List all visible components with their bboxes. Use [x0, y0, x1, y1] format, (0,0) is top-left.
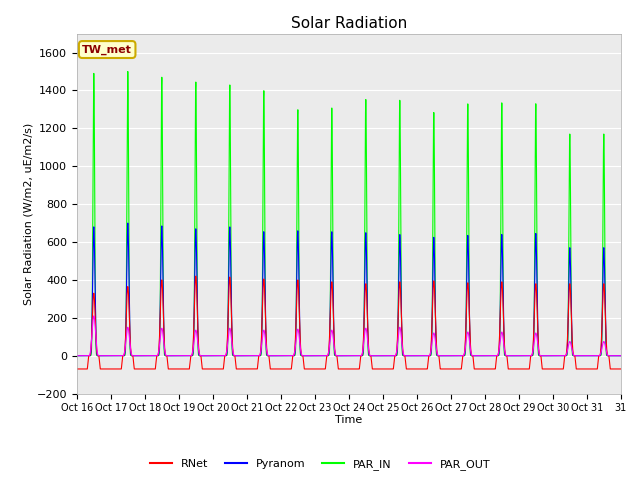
PAR_IN	[398, 348, 406, 353]
PAR_OUT	[73, 353, 81, 359]
Line: RNet: RNet	[77, 276, 621, 369]
PAR_IN	[124, 69, 132, 74]
PAR_OUT	[617, 353, 625, 359]
RNet	[498, 280, 506, 286]
PAR_OUT	[90, 313, 98, 319]
Line: Pyranom: Pyranom	[77, 223, 621, 356]
PAR_OUT	[498, 329, 506, 335]
PAR_IN	[498, 107, 506, 113]
Line: PAR_OUT: PAR_OUT	[77, 316, 621, 356]
Title: Solar Radiation: Solar Radiation	[291, 16, 407, 31]
Pyranom	[398, 340, 406, 346]
PAR_OUT	[539, 353, 547, 359]
PAR_IN	[525, 353, 532, 359]
RNet	[617, 366, 625, 372]
RNet	[539, 366, 547, 372]
PAR_IN	[73, 353, 81, 359]
RNet	[525, 366, 532, 372]
PAR_IN	[369, 353, 377, 359]
Pyranom	[73, 353, 81, 359]
Pyranom	[498, 234, 506, 240]
RNet	[73, 366, 81, 372]
X-axis label: Time: Time	[335, 415, 362, 425]
PAR_IN	[539, 353, 547, 359]
Line: PAR_IN: PAR_IN	[77, 72, 621, 356]
Y-axis label: Solar Radiation (W/m2, uE/m2/s): Solar Radiation (W/m2, uE/m2/s)	[24, 122, 34, 305]
RNet	[192, 273, 200, 279]
PAR_IN	[617, 353, 625, 359]
RNet	[398, 335, 406, 340]
Pyranom	[539, 353, 547, 359]
Legend: RNet, Pyranom, PAR_IN, PAR_OUT: RNet, Pyranom, PAR_IN, PAR_OUT	[145, 455, 495, 474]
PAR_OUT	[398, 342, 406, 348]
Text: TW_met: TW_met	[82, 44, 132, 55]
Pyranom	[369, 353, 377, 359]
Pyranom	[124, 220, 132, 226]
RNet	[369, 366, 377, 372]
PAR_OUT	[369, 353, 377, 359]
Pyranom	[186, 353, 193, 359]
RNet	[186, 364, 193, 370]
PAR_OUT	[186, 353, 193, 359]
Pyranom	[525, 353, 532, 359]
PAR_IN	[186, 353, 193, 359]
Pyranom	[617, 353, 625, 359]
PAR_OUT	[525, 353, 532, 359]
